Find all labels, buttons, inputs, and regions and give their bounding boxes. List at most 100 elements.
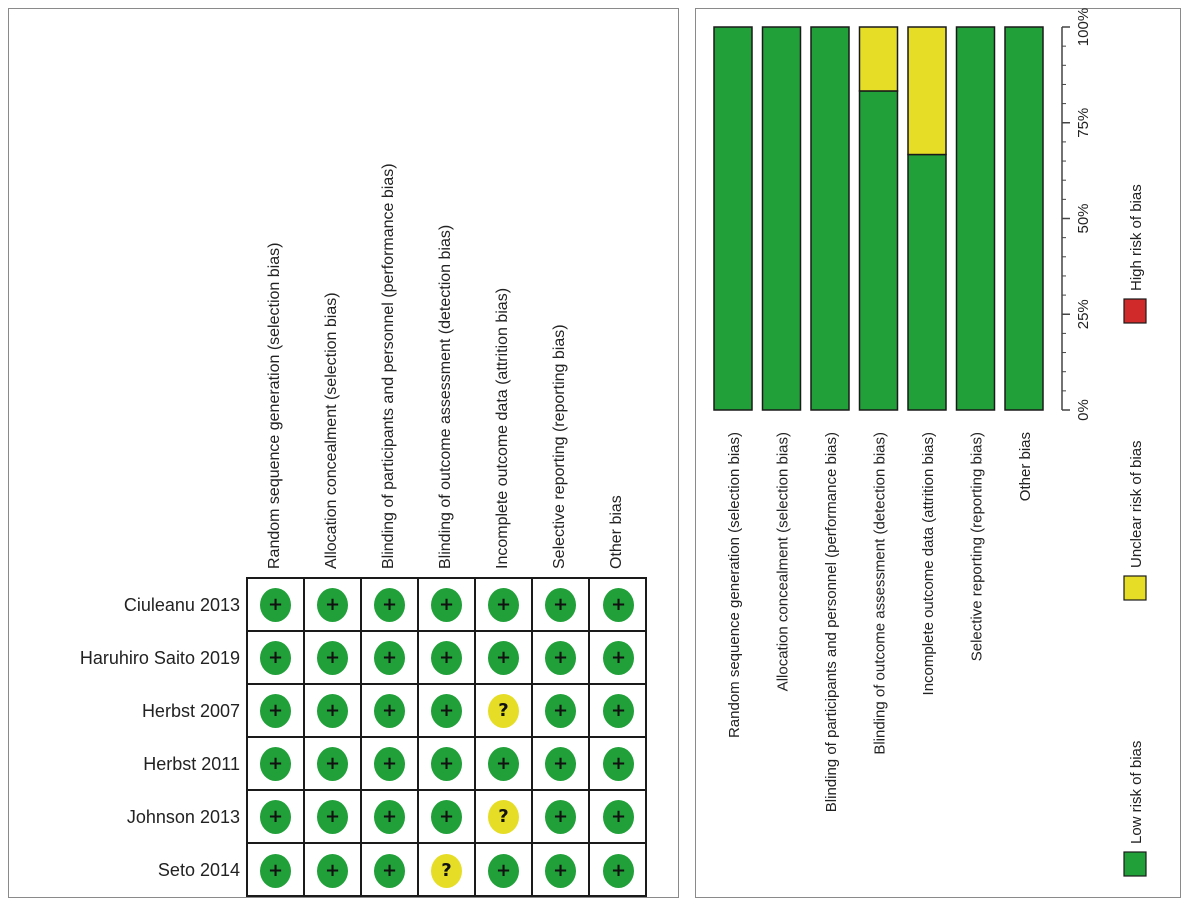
risk-cell: +	[305, 579, 362, 632]
low-risk-icon: +	[488, 640, 519, 675]
bar-segment-unclear-risk-of-bias	[858, 26, 899, 92]
risk-cell: +	[533, 685, 590, 738]
bar-category-label: Blinding of participants and personnel (…	[823, 432, 840, 812]
low-risk-icon: +	[431, 587, 462, 622]
risk-cell: +	[362, 738, 419, 791]
risk-cell: +	[419, 632, 476, 685]
risk-cell: +	[419, 791, 476, 844]
unclear-risk-icon: ?	[488, 799, 519, 834]
risk-cell: +	[533, 579, 590, 632]
unclear-risk-icon: ?	[488, 693, 519, 728]
risk-cell: +	[419, 579, 476, 632]
risk-cell: +	[533, 632, 590, 685]
risk-cell: +	[362, 632, 419, 685]
low-risk-icon: +	[545, 693, 576, 728]
low-risk-icon: +	[317, 693, 348, 728]
bar-segment-low-risk-of-bias	[955, 26, 996, 411]
low-risk-icon: +	[317, 746, 348, 781]
bar-segment-low-risk-of-bias	[810, 26, 850, 411]
risk-of-bias-grid: + + + + + + + + + + + + + + + + + +? + + + + + + + + + + + + +? + + + + +? +…	[246, 577, 647, 897]
risk-cell: +	[533, 791, 590, 844]
bar-category-label: Incomplete outcome data (attrition bias)	[920, 432, 937, 695]
low-risk-icon: +	[545, 853, 576, 888]
risk-cell: +	[533, 844, 590, 897]
bar-category-label: Blinding of outcome assessment (detectio…	[872, 432, 889, 755]
risk-cell: +	[590, 844, 647, 897]
study-label: Seto 2014	[157, 860, 240, 880]
risk-cell: +	[248, 844, 305, 897]
low-risk-icon: +	[374, 746, 405, 781]
low-risk-icon: +	[260, 746, 291, 781]
percent-tick-label: 100%	[1075, 8, 1092, 46]
risk-cell: +	[362, 685, 419, 738]
risk-cell: ?	[419, 844, 476, 897]
risk-cell: +	[476, 844, 533, 897]
low-risk-icon: +	[603, 693, 634, 728]
low-risk-icon: +	[545, 799, 576, 834]
bar-segment-low-risk-of-bias	[1004, 26, 1044, 411]
low-risk-icon: +	[603, 853, 634, 888]
low-risk-icon: +	[374, 587, 405, 622]
study-label: Haruhiro Saito 2019	[79, 648, 240, 668]
low-risk-icon: +	[603, 640, 634, 675]
risk-cell: +	[362, 579, 419, 632]
low-risk-icon: +	[488, 853, 519, 888]
risk-cell: +	[362, 791, 419, 844]
low-risk-icon: +	[431, 640, 462, 675]
study-label: Ciuleanu 2013	[123, 595, 240, 615]
low-risk-icon: +	[317, 799, 348, 834]
risk-cell: +	[248, 791, 305, 844]
low-risk-icon: +	[260, 693, 291, 728]
low-risk-icon: +	[374, 799, 405, 834]
low-risk-icon: +	[260, 799, 291, 834]
low-risk-icon: +	[374, 853, 405, 888]
study-label: Johnson 2013	[126, 807, 240, 827]
risk-cell: ?	[476, 685, 533, 738]
risk-cell: +	[590, 579, 647, 632]
risk-cell: +	[362, 844, 419, 897]
low-risk-icon: +	[431, 746, 462, 781]
low-risk-icon: +	[431, 799, 462, 834]
risk-cell: +	[476, 579, 533, 632]
low-risk-icon: +	[488, 746, 519, 781]
low-risk-icon: +	[260, 853, 291, 888]
legend-swatch-unclear-risk-of-bias	[1123, 575, 1147, 601]
legend-swatch-low-risk-of-bias	[1123, 851, 1147, 877]
bar-segment-unclear-risk-of-bias	[907, 26, 947, 156]
unclear-risk-icon: ?	[431, 853, 462, 888]
low-risk-icon: +	[603, 799, 634, 834]
risk-cell: +	[305, 844, 362, 897]
risk-cell: +	[419, 738, 476, 791]
risk-cell: +	[248, 685, 305, 738]
low-risk-icon: +	[374, 640, 405, 675]
low-risk-icon: +	[317, 587, 348, 622]
bar-category-label: Allocation concealment (selection bias)	[775, 432, 792, 691]
risk-cell: +	[248, 632, 305, 685]
risk-cell: +	[305, 791, 362, 844]
risk-cell: +	[590, 738, 647, 791]
bar-segment-low-risk-of-bias	[858, 90, 899, 411]
bar-segment-low-risk-of-bias	[713, 26, 753, 411]
risk-cell: +	[248, 579, 305, 632]
risk-cell: +	[590, 632, 647, 685]
low-risk-icon: +	[488, 587, 519, 622]
risk-cell: +	[248, 738, 305, 791]
study-label: Herbst 2011	[143, 754, 240, 774]
legend-label: Low risk of bias	[1128, 741, 1145, 844]
low-risk-icon: +	[317, 640, 348, 675]
risk-cell: +	[305, 632, 362, 685]
low-risk-icon: +	[317, 853, 348, 888]
risk-cell: +	[533, 738, 590, 791]
risk-cell: +	[305, 738, 362, 791]
bar-segment-low-risk-of-bias	[907, 153, 947, 411]
low-risk-icon: +	[603, 746, 634, 781]
bar-category-label: Selective reporting (reporting bias)	[969, 432, 986, 661]
risk-cell: +	[476, 632, 533, 685]
low-risk-icon: +	[431, 693, 462, 728]
risk-cell: +	[476, 738, 533, 791]
risk-cell: ?	[476, 791, 533, 844]
risk-cell: +	[590, 685, 647, 738]
low-risk-icon: +	[260, 640, 291, 675]
percent-tick-label: 0%	[1075, 399, 1092, 421]
